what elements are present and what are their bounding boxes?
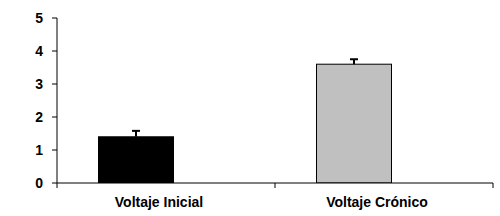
marks — [99, 59, 392, 183]
x-tick — [57, 183, 58, 188]
error-bar — [350, 59, 358, 64]
y-tick — [52, 51, 57, 52]
error-bar-cap — [350, 58, 358, 60]
y-tick — [52, 117, 57, 118]
bar — [99, 137, 174, 183]
y-tick — [52, 150, 57, 151]
y-tick-label: 5 — [35, 10, 43, 26]
y-tick-label: 3 — [35, 76, 43, 92]
x-tick — [493, 183, 494, 188]
x-tick — [275, 183, 276, 188]
y-tick-label: 4 — [35, 43, 43, 59]
y-tick-label: 0 — [35, 175, 43, 191]
error-bar-cap — [132, 130, 140, 132]
y-tick — [52, 183, 57, 184]
bar — [317, 64, 392, 183]
x-tick-label: Voltaje Inicial — [115, 194, 203, 210]
y-tick-label: 2 — [35, 109, 43, 125]
chart: 0 1 2 3 4 5 Voltaje Inicial Voltaje Crónico — [0, 0, 500, 216]
x-tick-label: Voltaje Crónico — [326, 194, 428, 210]
y-tick — [52, 18, 57, 19]
y-axis — [57, 18, 58, 183]
error-bar — [132, 131, 140, 137]
y-tick-label: 1 — [35, 142, 43, 158]
y-tick — [52, 84, 57, 85]
